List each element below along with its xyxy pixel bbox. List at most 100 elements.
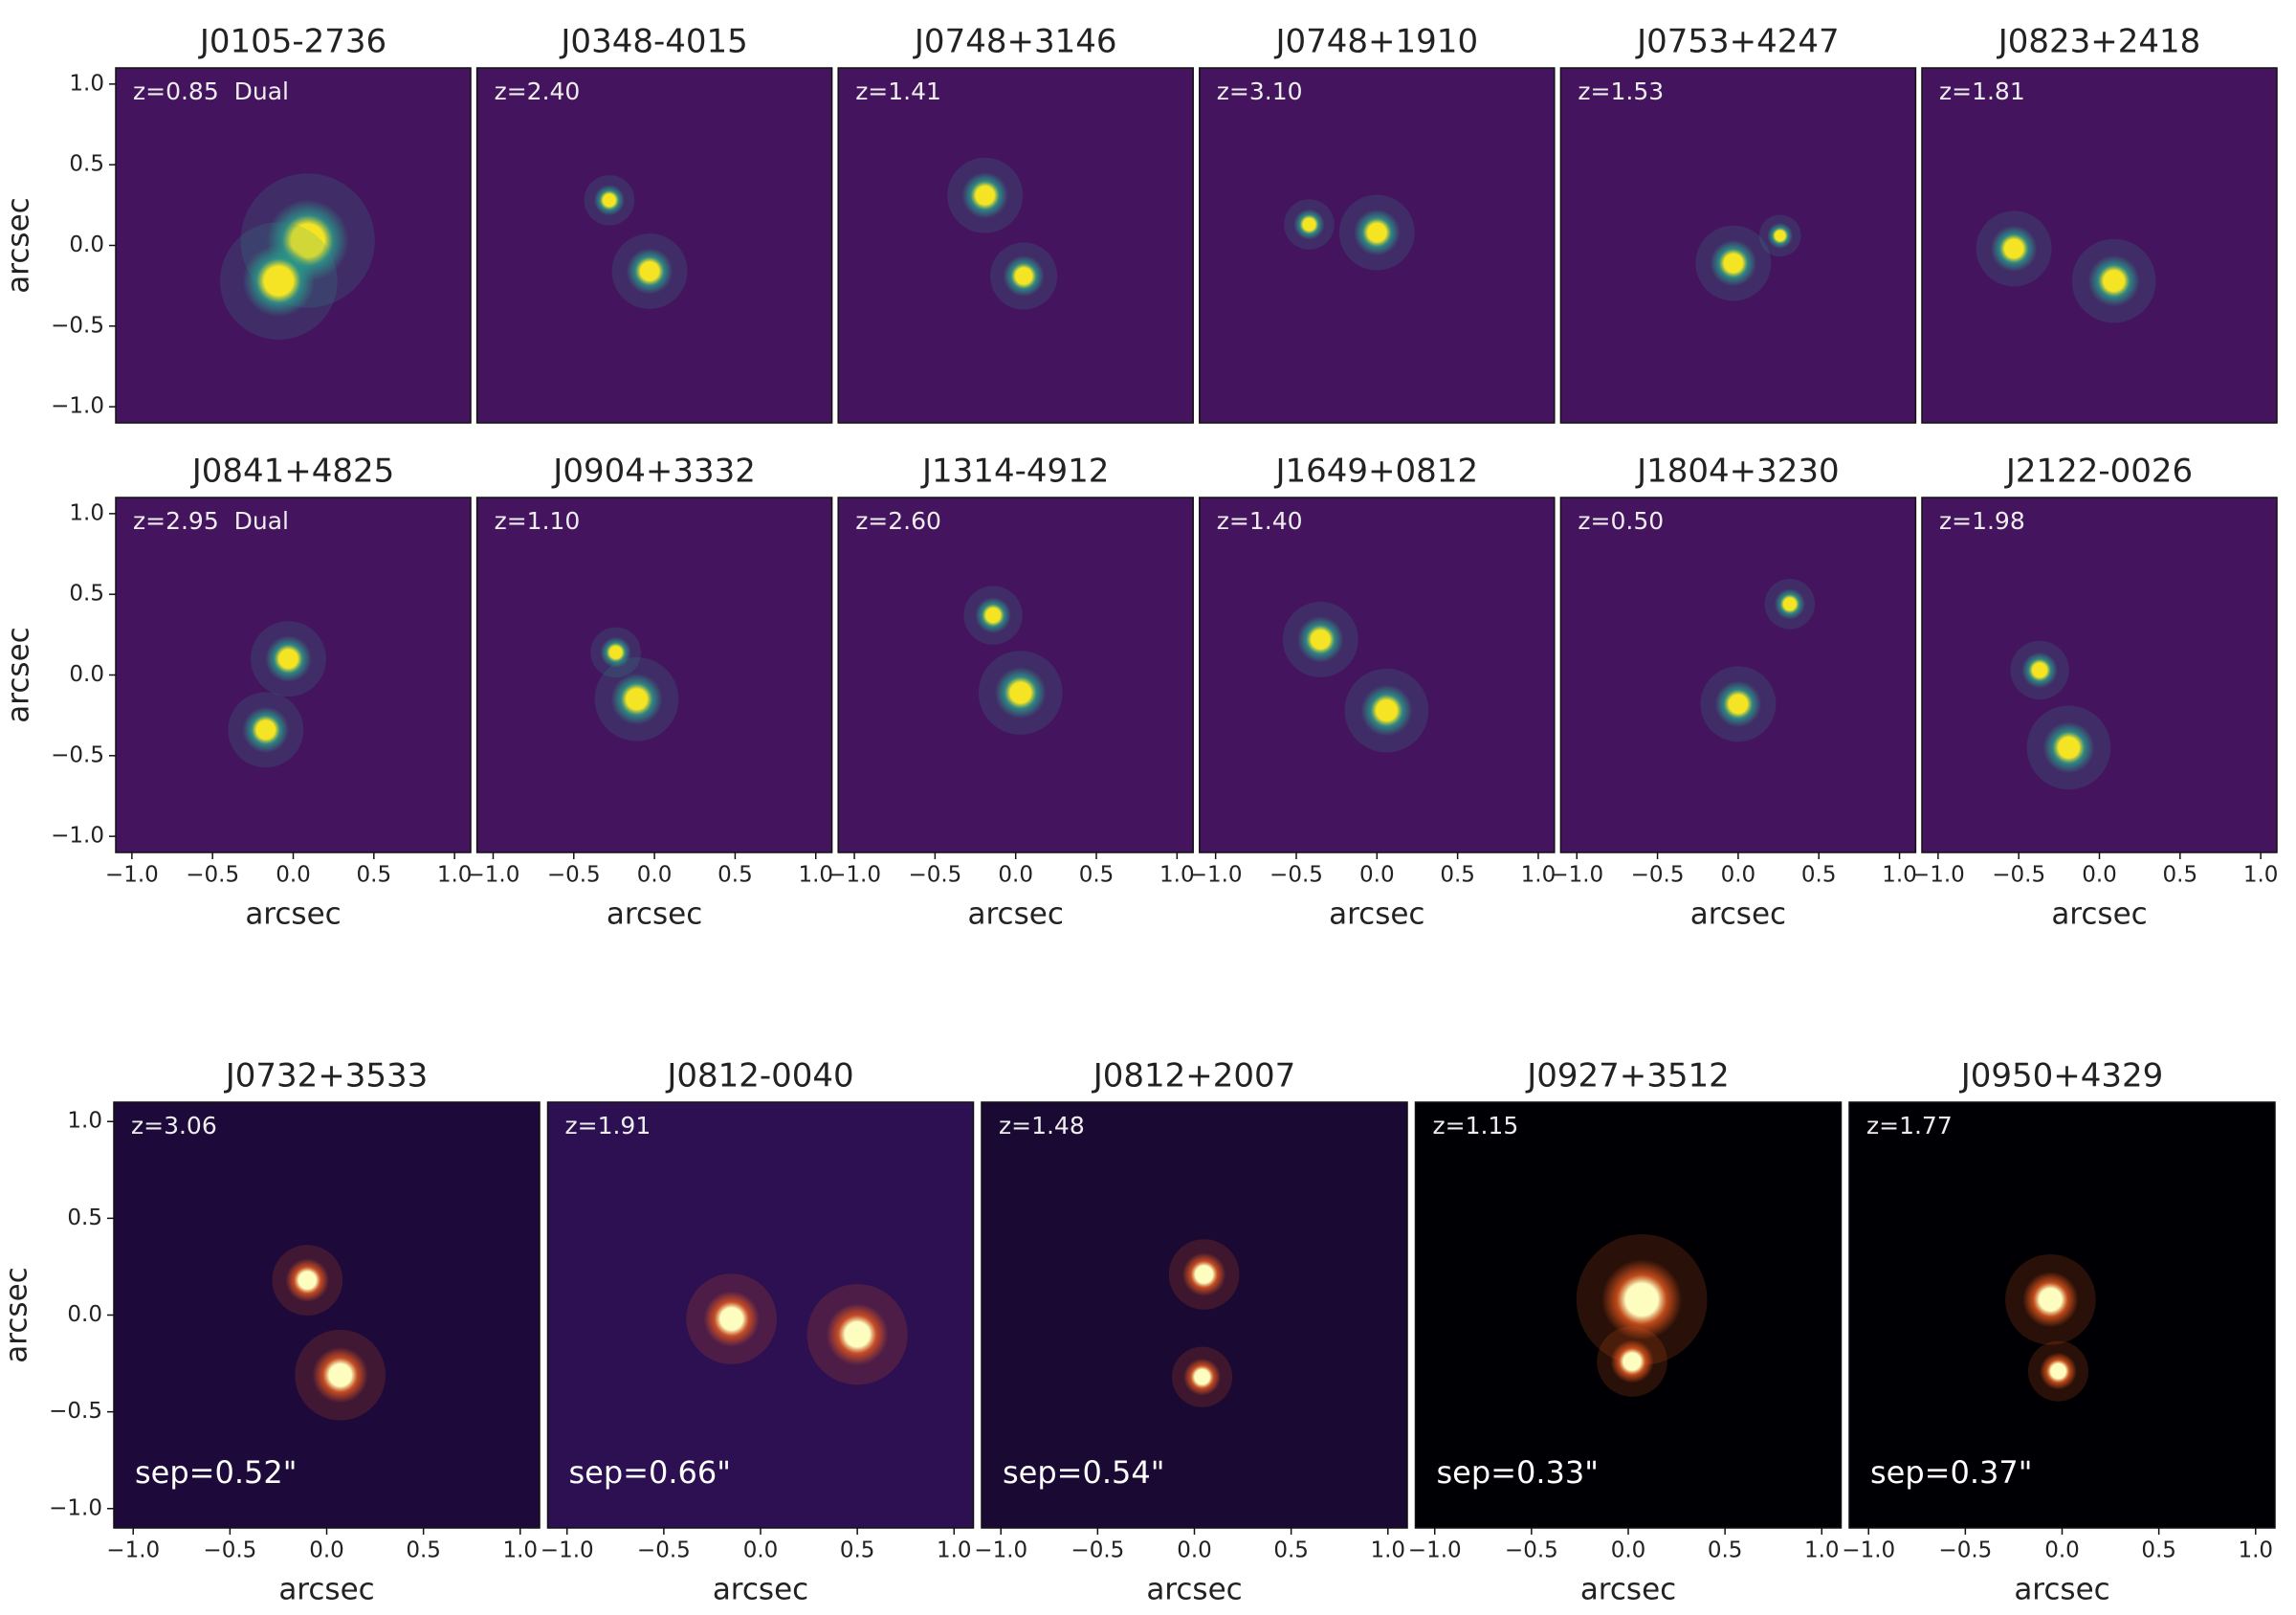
x-axis-label: arcsec xyxy=(713,1573,808,1607)
x-tick-label: 0.0 xyxy=(1177,1538,1212,1563)
redshift-label: z=1.91 xyxy=(565,1112,651,1139)
sources xyxy=(2010,640,2111,790)
source xyxy=(312,1347,368,1404)
panel-title: J0748+1910 xyxy=(1274,23,1479,61)
x-tick-label: −1.0 xyxy=(828,863,881,888)
y-tick-label: −0.5 xyxy=(51,742,104,767)
x-tick-label: 1.0 xyxy=(2243,863,2279,888)
source xyxy=(1610,1339,1654,1383)
x-tick-label: 0.5 xyxy=(1273,1538,1309,1563)
redshift-label: z=0.50 xyxy=(1578,507,1664,535)
x-tick-label: 0.0 xyxy=(743,1538,779,1563)
sources xyxy=(228,621,326,768)
panel-frame xyxy=(475,67,833,424)
x-tick-label: 1.0 xyxy=(1882,863,1917,888)
y-tick-label: 0.0 xyxy=(67,1302,102,1327)
x-axis-label: arcsec xyxy=(278,1573,374,1607)
panel-frame xyxy=(1199,67,1556,424)
redshift-label: z=1.77 xyxy=(1866,1112,1953,1139)
x-tick-label: −1.0 xyxy=(1842,1538,1895,1563)
sources xyxy=(590,627,679,741)
panel-title: J0823+2418 xyxy=(1997,23,2201,61)
source xyxy=(610,673,663,725)
panel-title: J0950+4329 xyxy=(1959,1057,2164,1095)
x-tick-label: 0.0 xyxy=(1721,863,1756,888)
redshift-label: z=1.48 xyxy=(999,1112,1085,1139)
source xyxy=(1990,225,2038,273)
x-tick-label: −0.5 xyxy=(186,863,239,888)
sources xyxy=(1700,578,1816,742)
x-tick-label: 0.0 xyxy=(2082,863,2117,888)
source xyxy=(1767,222,1794,249)
source xyxy=(2021,652,2058,689)
panel-background xyxy=(1922,68,2277,423)
redshift-label: z=1.81 xyxy=(1939,77,2025,105)
source xyxy=(2087,254,2140,307)
redshift-label: z=1.40 xyxy=(1217,507,1303,535)
x-tick-label: −1.0 xyxy=(105,863,159,888)
redshift-label: z=2.60 xyxy=(855,507,941,535)
y-axis-label: arcsec xyxy=(2,197,36,293)
source xyxy=(1296,616,1344,663)
source xyxy=(1293,209,1325,240)
x-tick-label: 0.5 xyxy=(718,863,753,888)
source xyxy=(600,636,631,669)
x-tick-label: 1.0 xyxy=(798,863,833,888)
source xyxy=(826,1303,889,1366)
panel-background xyxy=(838,68,1194,423)
panel-title: J0904+3332 xyxy=(551,453,756,491)
y-tick-label: 0.0 xyxy=(69,232,104,257)
y-axis-label: arcsec xyxy=(0,1267,34,1362)
source xyxy=(994,667,1047,719)
x-axis-label: arcsec xyxy=(968,897,1064,932)
x-tick-label: −0.5 xyxy=(203,1538,256,1563)
source xyxy=(1181,1252,1226,1296)
source xyxy=(1354,209,1401,256)
x-tick-label: −1.0 xyxy=(1550,863,1603,888)
sources xyxy=(686,1273,908,1385)
y-tick-label: −1.0 xyxy=(51,394,104,419)
x-tick-label: 1.0 xyxy=(437,863,473,888)
x-tick-label: 0.5 xyxy=(2163,863,2198,888)
panel-title: J2122-0026 xyxy=(2004,453,2193,491)
sources xyxy=(219,173,375,340)
source xyxy=(1774,588,1806,620)
separation-label: sep=0.54" xyxy=(1003,1454,1164,1491)
x-tick-label: 0.0 xyxy=(309,1538,344,1563)
x-tick-label: 0.0 xyxy=(998,863,1033,888)
x-tick-label: 1.0 xyxy=(1159,863,1195,888)
source xyxy=(2022,1272,2079,1328)
sources xyxy=(1282,601,1429,753)
x-tick-label: 0.5 xyxy=(2141,1538,2176,1563)
source xyxy=(626,248,673,295)
x-tick-label: −0.5 xyxy=(1992,863,2045,888)
x-tick-label: −0.5 xyxy=(1505,1538,1558,1563)
source xyxy=(2040,1352,2077,1390)
x-axis-label: arcsec xyxy=(2051,897,2147,932)
x-tick-label: −0.5 xyxy=(908,863,961,888)
y-tick-label: 1.0 xyxy=(69,500,104,525)
source xyxy=(703,1291,760,1347)
source xyxy=(593,185,626,216)
source xyxy=(975,597,1011,633)
x-tick-label: −1.0 xyxy=(1408,1538,1462,1563)
panel-background xyxy=(1199,498,1555,852)
redshift-label: z=1.53 xyxy=(1578,77,1664,105)
redshift-label: z=1.10 xyxy=(495,507,581,535)
panel-background xyxy=(1922,498,2277,852)
redshift-label: z=0.85 Dual xyxy=(133,77,289,105)
redshift-label: z=2.95 Dual xyxy=(133,507,289,535)
y-tick-label: 0.0 xyxy=(69,662,104,687)
y-tick-label: 1.0 xyxy=(67,1109,102,1134)
x-axis-label: arcsec xyxy=(1146,1573,1242,1607)
source xyxy=(1601,1259,1683,1340)
x-tick-label: 0.5 xyxy=(840,1538,875,1563)
panel-title: J0748+3146 xyxy=(913,23,1117,61)
x-tick-label: 0.0 xyxy=(2044,1538,2080,1563)
panel-frame xyxy=(837,67,1194,424)
sources xyxy=(963,586,1063,735)
source xyxy=(265,635,312,682)
x-axis-label: arcsec xyxy=(245,897,341,932)
y-tick-label: −0.5 xyxy=(51,313,104,338)
x-tick-label: 0.5 xyxy=(357,863,392,888)
